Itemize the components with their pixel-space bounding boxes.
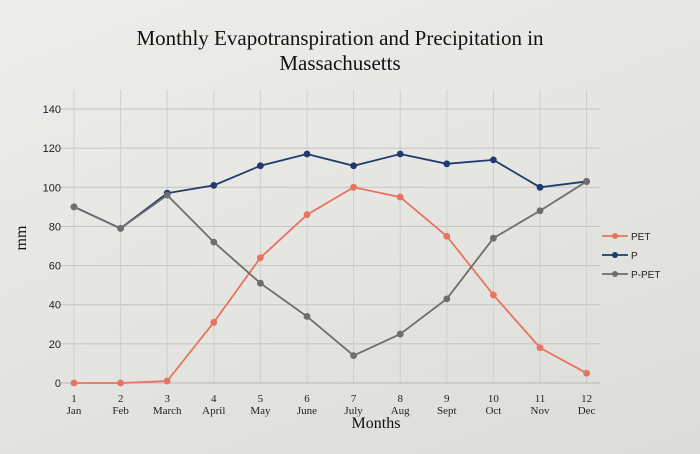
data-point-p-pet xyxy=(583,178,590,185)
data-point-pet xyxy=(70,379,78,387)
x-tick-month: Oct xyxy=(485,405,501,417)
series-layer xyxy=(70,150,590,387)
data-point-p-pet xyxy=(70,203,78,211)
x-tick-month: May xyxy=(250,405,271,417)
x-axis-title: Months xyxy=(352,415,401,432)
data-point-p xyxy=(536,183,544,191)
grid-layer xyxy=(60,90,600,383)
data-point-pet xyxy=(350,183,357,191)
y-tick-label: 20 xyxy=(49,339,61,351)
y-tick-label: 0 xyxy=(55,378,61,390)
data-point-p-pet xyxy=(350,352,357,360)
data-point-p xyxy=(396,150,404,158)
x-tick-number: 8 xyxy=(397,393,403,405)
y-tick-label: 80 xyxy=(49,221,61,233)
data-point-pet xyxy=(443,232,451,240)
chart-title-line-1: Monthly Evapotranspiration and Precipita… xyxy=(136,26,544,50)
data-point-pet xyxy=(490,291,497,299)
legend-marker-p xyxy=(612,252,618,258)
x-tick-number: 10 xyxy=(488,393,500,405)
data-point-pet xyxy=(536,344,544,352)
x-tick-month: March xyxy=(153,405,182,417)
data-point-pet xyxy=(303,211,311,219)
x-tick-number: 3 xyxy=(164,393,170,405)
data-point-p-pet xyxy=(536,207,544,215)
data-point-pet xyxy=(210,318,218,326)
x-tick-month: Feb xyxy=(112,405,129,417)
x-tick-month: April xyxy=(202,405,225,417)
data-point-p-pet xyxy=(257,279,264,287)
y-tick-label: 100 xyxy=(43,182,61,194)
x-tick-month: June xyxy=(297,405,317,417)
y-tick-label: 60 xyxy=(49,261,61,273)
x-tick-number: 6 xyxy=(304,393,310,405)
data-point-p xyxy=(443,160,451,168)
x-tick-number: 1 xyxy=(71,393,77,405)
data-point-p-pet xyxy=(396,330,404,338)
legend-marker-p-pet xyxy=(612,271,618,277)
y-tick-label: 140 xyxy=(43,104,61,116)
data-point-p-pet xyxy=(490,234,497,242)
legend-label-pet: PET xyxy=(631,232,650,243)
data-point-pet xyxy=(163,377,171,385)
legend-marker-pet xyxy=(612,233,618,239)
data-point-p xyxy=(490,156,497,164)
y-axis-title: mm xyxy=(13,225,30,250)
data-point-pet xyxy=(583,369,590,377)
x-tick-number: 11 xyxy=(535,393,546,405)
x-tick-month: Aug xyxy=(391,405,410,417)
x-tick-month: July xyxy=(344,405,363,417)
x-tick-number: 12 xyxy=(581,393,592,405)
data-point-p xyxy=(350,162,357,170)
x-tick-number: 4 xyxy=(211,393,217,405)
x-tick-month: Jan xyxy=(67,405,82,417)
data-point-p-pet xyxy=(303,313,311,320)
y-tick-label: 40 xyxy=(49,300,61,312)
data-point-pet xyxy=(257,254,264,262)
x-tick-month: Nov xyxy=(531,405,550,417)
data-point-p-pet xyxy=(210,238,218,246)
data-point-pet xyxy=(396,193,404,201)
data-point-pet xyxy=(117,379,124,387)
label-layer: Monthly Evapotranspiration and Precipita… xyxy=(13,26,544,432)
data-point-p-pet xyxy=(163,191,171,199)
x-tick-month: Dec xyxy=(578,405,596,417)
legend-label-p: P xyxy=(631,251,638,262)
x-tick-number: 7 xyxy=(351,393,357,405)
x-tick-number: 2 xyxy=(118,393,124,405)
series-line-p-pet xyxy=(73,180,588,357)
x-tick-month: Sept xyxy=(437,405,457,417)
x-tick-number: 9 xyxy=(444,393,450,405)
series-line-p xyxy=(73,153,587,230)
series-line-pet xyxy=(74,186,588,384)
legend-label-p-pet: P-PET xyxy=(631,270,660,281)
data-point-p-pet xyxy=(443,295,451,303)
data-point-p xyxy=(210,181,218,189)
data-point-p xyxy=(257,162,264,170)
chart-title-line-2: Massachusetts xyxy=(279,51,400,75)
legend: PET P P-PET xyxy=(602,232,660,281)
x-tick-number: 5 xyxy=(258,393,264,405)
data-point-p xyxy=(303,150,311,158)
y-tick-label: 120 xyxy=(43,143,61,155)
data-point-p-pet xyxy=(117,224,124,232)
